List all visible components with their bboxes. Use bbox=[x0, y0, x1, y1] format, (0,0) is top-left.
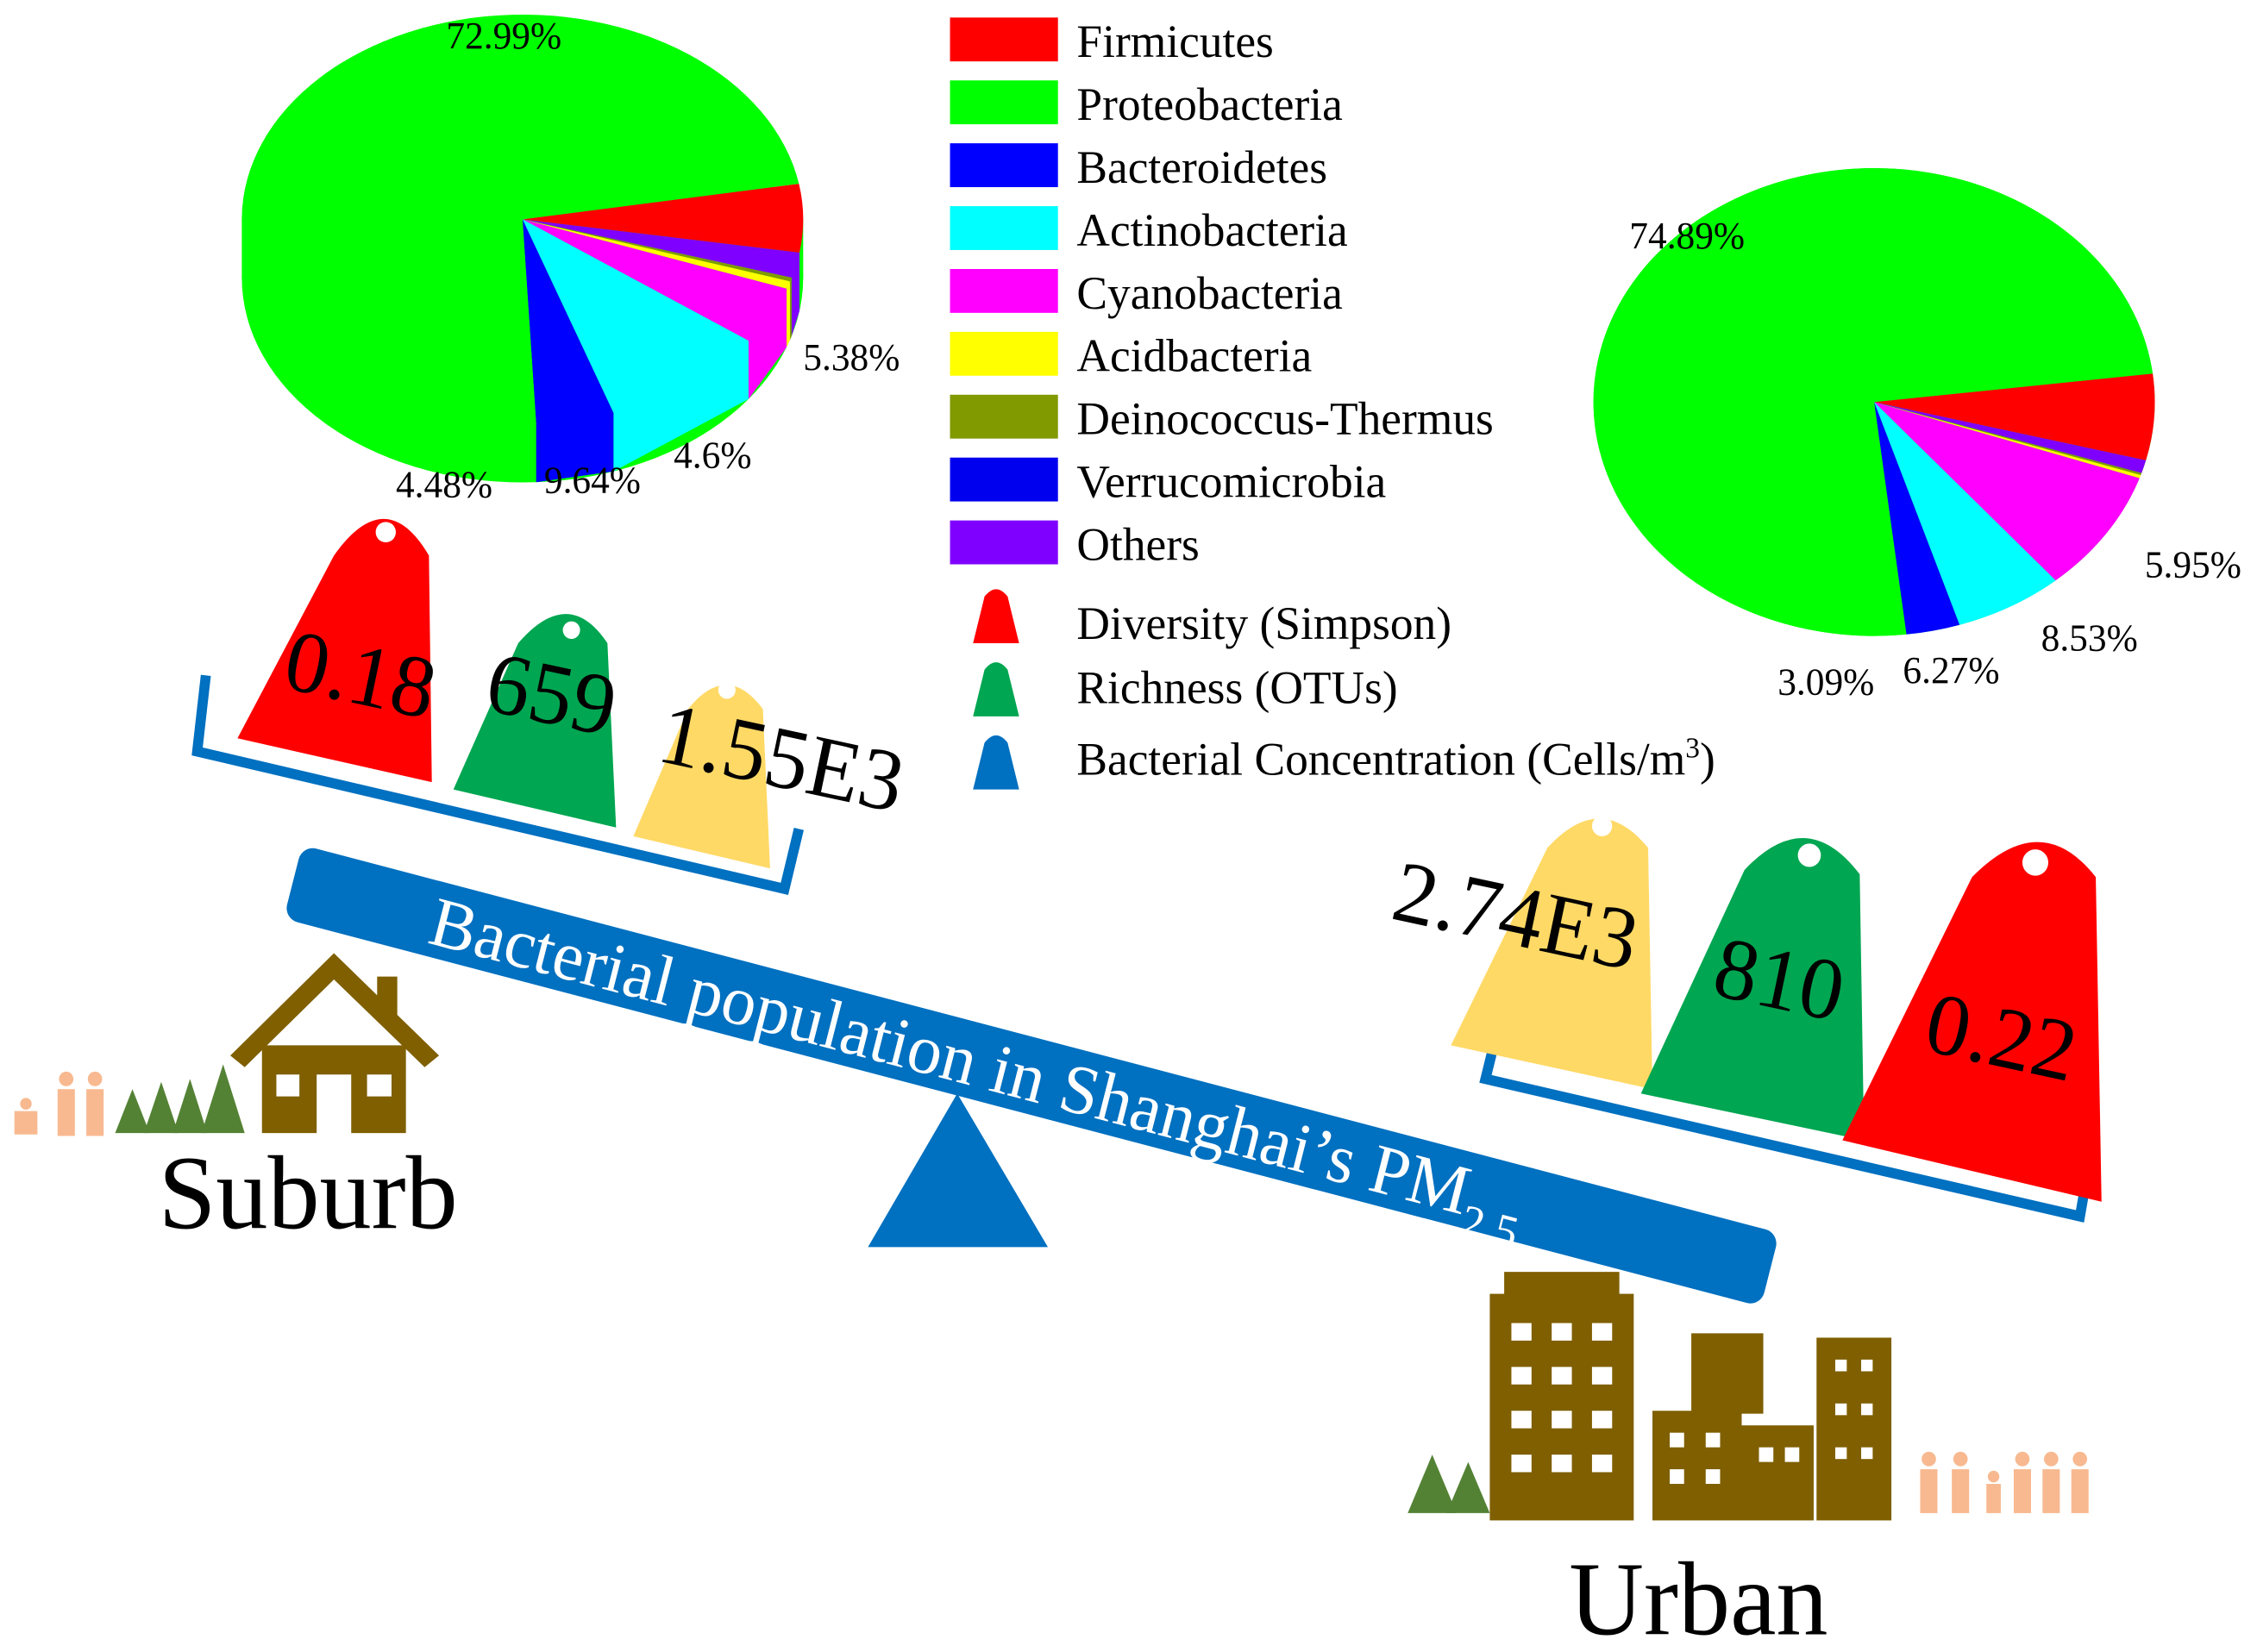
pie-data-label: 74.89% bbox=[1629, 216, 1745, 257]
richness-weight-icon bbox=[973, 662, 1019, 716]
legend-label: Actinobacteria bbox=[1076, 203, 1347, 255]
legend-swatch bbox=[950, 457, 1058, 502]
suburb-scene: Suburb bbox=[14, 953, 458, 1251]
pie-data-label: 3.09% bbox=[1777, 661, 1874, 703]
pie-slice-acidbacteria bbox=[1874, 402, 2141, 479]
pie-data-label: 72.99% bbox=[446, 16, 561, 57]
urban-richness-weight bbox=[1640, 837, 1865, 1141]
urban-bracket bbox=[1479, 1048, 2090, 1223]
pie-slice-proteobacteria bbox=[241, 14, 799, 424]
pie-data-label: 4.6% bbox=[674, 435, 751, 476]
concentration-weight-icon bbox=[973, 735, 1019, 790]
legend-label: Verrucomicrobia bbox=[1076, 455, 1386, 507]
pie-chart-urban: 74.89% 5.95%8.53% 6.27% 3.09% bbox=[1593, 167, 2241, 703]
pie-slice-deinococcus-thermus bbox=[1874, 402, 2142, 476]
pie-slice-bacteroidetes bbox=[522, 219, 614, 424]
phylum-legend: Firmicutes Proteobacteria Bacteroidetes Act… bbox=[950, 16, 1494, 570]
people-icon bbox=[1920, 1451, 2089, 1513]
urban-label: Urban bbox=[1569, 1542, 1828, 1652]
legend-swatch bbox=[950, 520, 1058, 565]
pie-slice-cyanobacteria bbox=[1874, 402, 2140, 581]
pie-slice-side bbox=[789, 278, 792, 341]
pie-slice-side bbox=[748, 288, 787, 399]
pie-data-label: 5.95% bbox=[2145, 544, 2241, 585]
pie-slice-proteobacteria bbox=[1593, 167, 2154, 636]
weights-legend: Diversity (Simpson) Richness (OTUs) Bact… bbox=[973, 589, 1715, 790]
legend-swatch bbox=[950, 331, 1058, 376]
buildings-icon bbox=[1489, 1272, 1892, 1521]
pie-slice-side bbox=[791, 252, 799, 336]
pie-slice-actinobacteria bbox=[522, 219, 749, 413]
legend-label: Firmicutes bbox=[1076, 16, 1273, 67]
legend-label: Cyanobacteria bbox=[1076, 266, 1342, 318]
legend-label: Bacteroidetes bbox=[1076, 141, 1327, 193]
pie-chart-suburb: 72.99% 5.38% 4.6% 9.64% 4.48% bbox=[241, 14, 900, 506]
pie-slice-acidbacteria bbox=[522, 219, 790, 289]
fulcrum-triangle bbox=[868, 1093, 1049, 1248]
suburb-richness-weight bbox=[453, 614, 617, 828]
legend-label: Proteobacteria bbox=[1076, 78, 1342, 130]
pie-slice-firmicutes bbox=[1874, 373, 2155, 460]
pie-slice-cyanobacteria bbox=[522, 219, 787, 341]
pie-slice-deinococcus-thermus bbox=[522, 219, 792, 282]
pie-data-label: 4.48% bbox=[396, 464, 492, 505]
suburb-concentration-weight bbox=[633, 685, 770, 869]
concentration-legend-label: Bacterial Concentration (Cells/m3) bbox=[1076, 732, 1715, 785]
richness-legend-label: Richness (OTUs) bbox=[1076, 661, 1397, 713]
trees-icon bbox=[115, 1064, 245, 1134]
pie-slice-firmicutes bbox=[522, 184, 804, 253]
legend-label: Acidbacteria bbox=[1076, 329, 1312, 381]
pie-data-label: 9.64% bbox=[544, 460, 641, 501]
people-icon bbox=[14, 1071, 104, 1136]
legend-swatch bbox=[950, 17, 1058, 62]
pie-data-label: 8.53% bbox=[2041, 617, 2138, 659]
pie-slice-actinobacteria bbox=[1874, 402, 2056, 625]
pie-data-label: 5.38% bbox=[803, 337, 900, 379]
trees-icon bbox=[1407, 1455, 1490, 1513]
suburb-diversity-weight bbox=[237, 518, 432, 783]
diversity-legend-label: Diversity (Simpson) bbox=[1076, 598, 1451, 649]
suburb-bracket bbox=[191, 674, 804, 896]
pie-data-label: 6.27% bbox=[1903, 650, 1999, 691]
legend-swatch bbox=[950, 143, 1058, 188]
urban-scene: Urban bbox=[1407, 1272, 2089, 1652]
legend-label: Deinococcus-Thermus bbox=[1076, 392, 1493, 444]
legend-swatch bbox=[950, 80, 1058, 125]
house-icon bbox=[230, 953, 440, 1134]
suburb-label: Suburb bbox=[159, 1135, 458, 1251]
legend-swatch bbox=[950, 268, 1058, 313]
legend-label: Others bbox=[1076, 518, 1199, 570]
pie-slice-others bbox=[1874, 402, 2147, 473]
urban-diversity-weight bbox=[1842, 842, 2102, 1202]
pie-slice-side bbox=[787, 281, 790, 347]
legend-swatch bbox=[950, 206, 1058, 250]
diversity-weight-icon bbox=[973, 589, 1019, 644]
urban-weights: 2.74E3 810 0.22 bbox=[1385, 816, 2102, 1202]
suburb-weights: 0.18 659 1.55E3 bbox=[237, 518, 912, 869]
pie-slice-side bbox=[536, 412, 614, 483]
legend-swatch bbox=[950, 394, 1058, 439]
pie-slice-others bbox=[522, 219, 799, 278]
pie-slice-bacteroidetes bbox=[1874, 402, 1960, 635]
pie-slice-side bbox=[613, 341, 749, 472]
urban-concentration-weight bbox=[1451, 818, 1653, 1090]
